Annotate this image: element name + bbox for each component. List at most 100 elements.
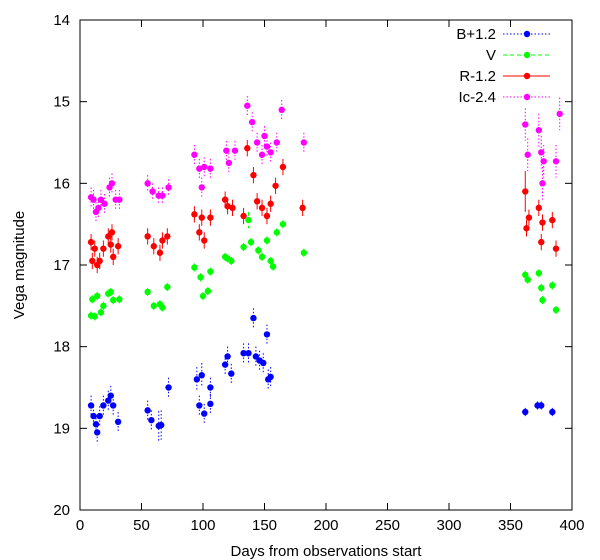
- data-point: [272, 182, 279, 189]
- data-point: [92, 421, 100, 428]
- data-point: [91, 245, 98, 252]
- data-point: [228, 370, 235, 377]
- legend-label: R-1.2: [459, 68, 496, 85]
- x-axis-label: Days from observations start: [231, 543, 423, 560]
- y-tick-label: 19: [53, 420, 70, 437]
- data-point: [201, 163, 208, 171]
- data-point: [89, 296, 96, 303]
- plot-frame: [79, 19, 573, 511]
- data-point: [150, 243, 157, 250]
- data-point: [89, 257, 96, 265]
- data-point: [199, 292, 207, 300]
- data-point: [263, 143, 271, 150]
- series-3: [87, 95, 563, 222]
- data-point: [87, 402, 95, 409]
- data-point: [260, 359, 267, 367]
- data-point: [144, 233, 151, 240]
- data-point: [107, 392, 114, 399]
- series-2: [87, 140, 560, 274]
- data-point: [538, 149, 545, 156]
- y-tick-label: 16: [53, 175, 70, 192]
- data-point: [107, 241, 114, 248]
- data-point: [261, 132, 268, 140]
- data-point: [114, 243, 122, 250]
- data-point: [522, 188, 529, 195]
- data-point: [204, 287, 212, 295]
- data-point: [207, 268, 214, 275]
- data-point: [540, 158, 547, 165]
- data-point: [114, 418, 122, 425]
- x-tick-label: 200: [313, 517, 338, 534]
- legend-marker: [523, 51, 531, 59]
- data-point: [240, 212, 247, 220]
- legend-label: Ic-2.4: [458, 89, 496, 106]
- data-point: [116, 296, 123, 303]
- data-point: [539, 180, 546, 187]
- data-point: [165, 384, 172, 391]
- data-point: [94, 292, 101, 300]
- data-point: [100, 402, 107, 409]
- data-point: [94, 429, 101, 436]
- data-point: [207, 165, 214, 172]
- data-point: [524, 276, 531, 283]
- data-point: [159, 304, 166, 311]
- data-point: [523, 225, 530, 232]
- data-point: [538, 238, 545, 246]
- data-point: [556, 110, 563, 118]
- data-point: [207, 400, 214, 408]
- data-point: [279, 163, 287, 171]
- data-point: [244, 145, 251, 152]
- data-point: [549, 408, 556, 416]
- data-point: [552, 245, 560, 252]
- data-point: [552, 158, 560, 165]
- data-point: [91, 313, 98, 320]
- data-point: [522, 408, 529, 416]
- data-point: [105, 397, 112, 404]
- data-point: [300, 249, 308, 256]
- data-point: [524, 151, 531, 158]
- legend-label: B+1.2: [456, 26, 496, 43]
- y-tick-label: 15: [53, 94, 70, 111]
- data-point: [196, 165, 203, 172]
- data-point: [108, 229, 116, 236]
- data-point: [269, 263, 277, 270]
- data-point: [535, 127, 542, 134]
- y-axis-label: Vega magnitude: [11, 211, 28, 319]
- y-tick-label: 20: [53, 502, 70, 519]
- data-point: [267, 200, 274, 207]
- data-point: [90, 412, 97, 420]
- series-0: [87, 308, 556, 443]
- data-point: [538, 402, 545, 409]
- x-tick-label: 250: [375, 517, 400, 534]
- data-point: [240, 350, 247, 357]
- y-tick-label: 17: [53, 257, 70, 274]
- axis-ticks: [79, 19, 573, 511]
- data-layer: [87, 95, 563, 443]
- data-point: [165, 184, 172, 191]
- data-point: [245, 216, 252, 224]
- data-point: [552, 306, 560, 314]
- data-point: [249, 118, 256, 126]
- data-point: [201, 237, 208, 244]
- x-tick-label: 400: [559, 517, 584, 534]
- data-point: [96, 412, 103, 420]
- legend-marker: [523, 30, 531, 38]
- data-point: [267, 373, 274, 381]
- x-tick-label: 150: [252, 517, 277, 534]
- data-point: [539, 219, 546, 226]
- data-point: [100, 302, 107, 310]
- data-point: [148, 416, 155, 424]
- x-tick-label: 300: [436, 517, 461, 534]
- data-point: [97, 196, 105, 203]
- data-point: [100, 245, 107, 252]
- data-point: [299, 204, 306, 212]
- legend-label: V: [486, 47, 496, 64]
- data-point: [110, 253, 117, 261]
- data-point: [240, 243, 247, 251]
- data-point: [522, 121, 529, 128]
- data-point: [164, 233, 171, 240]
- data-point: [549, 282, 556, 289]
- tick-labels: 0 50 100 150 200 250 300 350 400 14 15 16 17 18 19 20: [53, 12, 584, 534]
- data-point: [231, 147, 239, 154]
